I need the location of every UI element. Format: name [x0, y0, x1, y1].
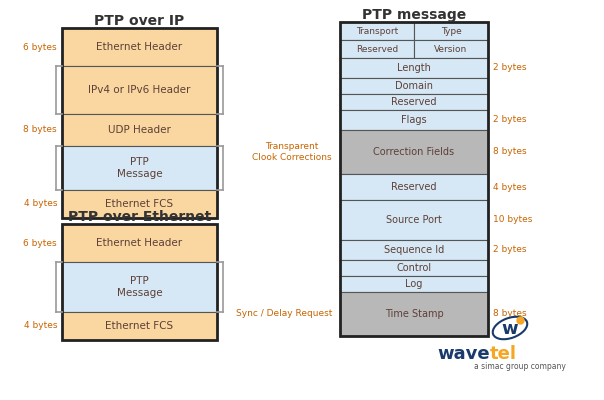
Text: Ethernet Header: Ethernet Header [97, 42, 182, 52]
Text: Ethernet Header: Ethernet Header [97, 238, 182, 248]
Text: PTP message: PTP message [362, 8, 466, 22]
FancyBboxPatch shape [62, 224, 217, 262]
Text: 4 bytes: 4 bytes [493, 182, 527, 192]
FancyBboxPatch shape [340, 292, 488, 336]
FancyBboxPatch shape [62, 114, 217, 146]
Text: Control: Control [396, 263, 432, 273]
Text: Version: Version [434, 44, 467, 54]
FancyBboxPatch shape [340, 276, 488, 292]
Text: Reserved: Reserved [391, 182, 437, 192]
Text: Flags: Flags [401, 115, 427, 125]
Text: wave: wave [437, 345, 490, 363]
Text: UDP Header: UDP Header [108, 125, 171, 135]
Text: 2 bytes: 2 bytes [493, 64, 527, 72]
Text: PTP
Message: PTP Message [117, 276, 162, 298]
FancyBboxPatch shape [340, 22, 414, 40]
Text: 4 bytes: 4 bytes [24, 200, 57, 208]
Text: Time Stamp: Time Stamp [385, 309, 443, 319]
FancyBboxPatch shape [340, 58, 488, 78]
FancyBboxPatch shape [340, 78, 488, 94]
Text: 2 bytes: 2 bytes [493, 246, 527, 254]
FancyBboxPatch shape [340, 110, 488, 130]
Text: 6 bytes: 6 bytes [24, 238, 57, 248]
Text: Source Port: Source Port [386, 215, 442, 225]
Text: 4 bytes: 4 bytes [24, 322, 57, 330]
FancyBboxPatch shape [62, 146, 217, 190]
Text: tel: tel [490, 345, 517, 363]
Text: PTP
Message: PTP Message [117, 157, 162, 179]
Text: 6 bytes: 6 bytes [24, 42, 57, 52]
Text: Type: Type [441, 26, 461, 36]
FancyBboxPatch shape [340, 174, 488, 200]
Text: Length: Length [397, 63, 431, 73]
Text: 8 bytes: 8 bytes [24, 126, 57, 134]
Text: Sync / Delay Request: Sync / Delay Request [236, 310, 332, 318]
FancyBboxPatch shape [62, 66, 217, 114]
Text: Reserved: Reserved [356, 44, 398, 54]
FancyBboxPatch shape [62, 262, 217, 312]
Text: Sequence Id: Sequence Id [384, 245, 444, 255]
Text: Ethernet FCS: Ethernet FCS [106, 199, 173, 209]
FancyBboxPatch shape [340, 260, 488, 276]
Text: Transparent
Clook Corrections: Transparent Clook Corrections [252, 142, 332, 162]
FancyBboxPatch shape [340, 240, 488, 260]
Text: Ethernet FCS: Ethernet FCS [106, 321, 173, 331]
FancyBboxPatch shape [62, 28, 217, 66]
FancyBboxPatch shape [340, 94, 488, 110]
Text: 8 bytes: 8 bytes [493, 148, 527, 156]
Text: Log: Log [405, 279, 423, 289]
FancyBboxPatch shape [414, 22, 488, 40]
Text: IPv4 or IPv6 Header: IPv4 or IPv6 Header [88, 85, 191, 95]
Text: a simac group company: a simac group company [474, 362, 566, 371]
Text: Transport: Transport [356, 26, 398, 36]
FancyBboxPatch shape [340, 130, 488, 174]
FancyBboxPatch shape [340, 40, 414, 58]
Text: 8 bytes: 8 bytes [493, 310, 527, 318]
FancyBboxPatch shape [62, 312, 217, 340]
Text: Reserved: Reserved [391, 97, 437, 107]
Text: Domain: Domain [395, 81, 433, 91]
FancyBboxPatch shape [62, 190, 217, 218]
Text: PTP over IP: PTP over IP [94, 14, 185, 28]
FancyBboxPatch shape [340, 200, 488, 240]
Text: PTP over Ethernet: PTP over Ethernet [68, 210, 211, 224]
FancyBboxPatch shape [414, 40, 488, 58]
Text: 2 bytes: 2 bytes [493, 116, 527, 124]
Text: w: w [502, 320, 518, 338]
Text: Correction Fields: Correction Fields [373, 147, 455, 157]
Text: 10 bytes: 10 bytes [493, 216, 532, 224]
